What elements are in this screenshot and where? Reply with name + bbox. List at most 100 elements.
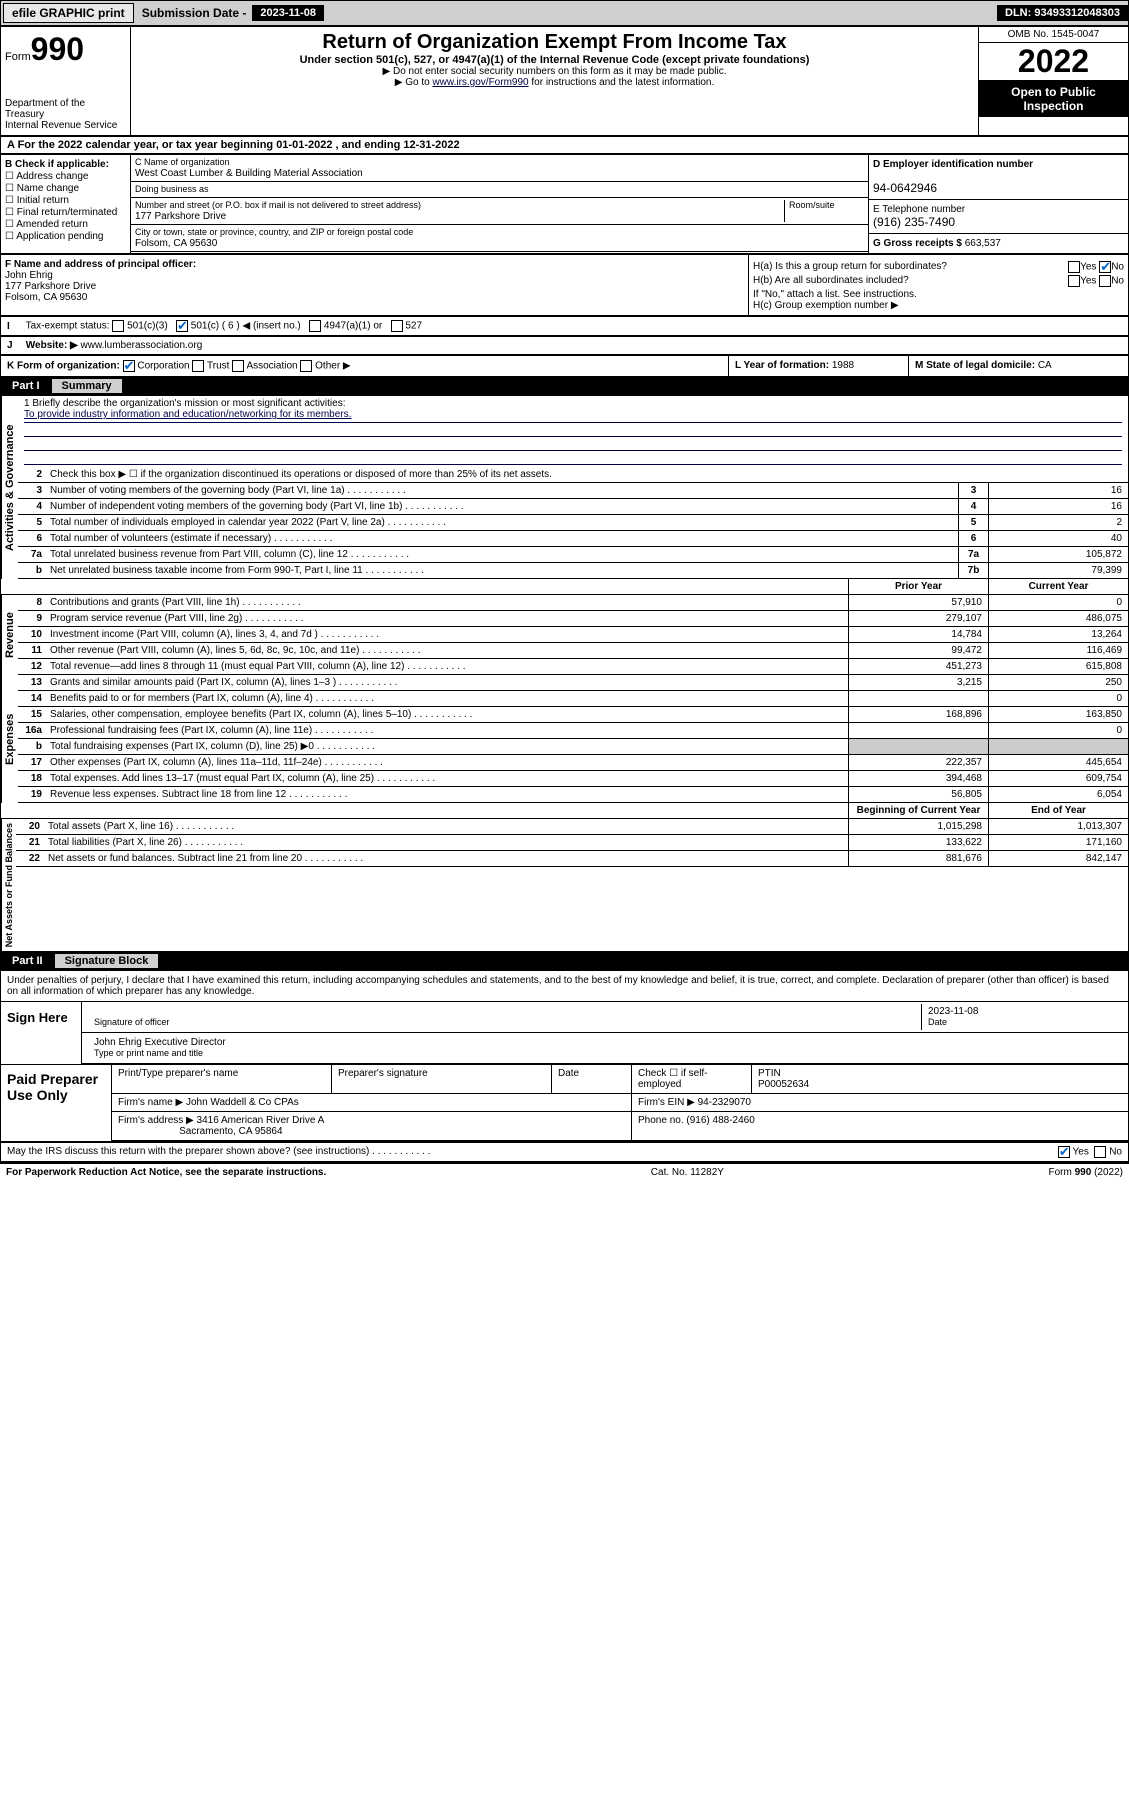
- may-yes[interactable]: [1058, 1146, 1070, 1158]
- part-1-title: Summary: [52, 379, 122, 393]
- ptin-label: PTIN: [758, 1068, 781, 1079]
- chk-501c3[interactable]: [112, 320, 124, 332]
- chk-4947[interactable]: [309, 320, 321, 332]
- section-h: H(a) Is this a group return for subordin…: [748, 255, 1128, 315]
- section-f: F Name and address of principal officer:…: [1, 255, 748, 315]
- chk-pending[interactable]: ☐ Application pending: [5, 231, 126, 242]
- table-row: 8Contributions and grants (Part VIII, li…: [18, 595, 1128, 611]
- chk-address[interactable]: ☐ Address change: [5, 171, 126, 182]
- may-no[interactable]: [1094, 1146, 1106, 1158]
- row-a-tax-year: A For the 2022 calendar year, or tax yea…: [0, 136, 1129, 154]
- firm-ein-label: Firm's EIN ▶: [638, 1097, 695, 1108]
- paid-preparer-label: Paid Preparer Use Only: [1, 1065, 111, 1141]
- form-subtitle: Under section 501(c), 527, or 4947(a)(1)…: [135, 54, 974, 66]
- irs-link[interactable]: www.irs.gov/Form990: [432, 77, 528, 88]
- may-irs-discuss: May the IRS discuss this return with the…: [0, 1142, 1129, 1162]
- ha-label: H(a) Is this a group return for subordin…: [753, 261, 947, 273]
- sidebar-net: Net Assets or Fund Balances: [1, 819, 16, 951]
- year-formation-label: L Year of formation:: [735, 360, 829, 371]
- table-row: 17Other expenses (Part IX, column (A), l…: [18, 755, 1128, 771]
- chk-name[interactable]: ☐ Name change: [5, 183, 126, 194]
- ha-yes[interactable]: [1068, 261, 1080, 273]
- sidebar-governance: Activities & Governance: [1, 396, 18, 579]
- phone-value: (916) 488-2460: [686, 1115, 754, 1126]
- tax-year: 2022: [979, 43, 1128, 81]
- row-k: K Form of organization: Corporation Trus…: [0, 355, 1129, 377]
- form-number: Form990: [5, 31, 126, 68]
- goto-note: ▶ Go to www.irs.gov/Form990 for instruct…: [135, 77, 974, 88]
- part-2-title: Signature Block: [55, 954, 159, 968]
- mission-line3: [24, 437, 1122, 451]
- chk-assoc[interactable]: [232, 360, 244, 372]
- mission-line4: [24, 451, 1122, 465]
- gross-value: 663,537: [965, 238, 1001, 249]
- chk-initial[interactable]: ☐ Initial return: [5, 195, 126, 206]
- table-row: 4Number of independent voting members of…: [18, 499, 1128, 515]
- footer: For Paperwork Reduction Act Notice, see …: [0, 1162, 1129, 1181]
- officer-name-title: John Ehrig Executive Director: [94, 1037, 226, 1048]
- table-row: 19Revenue less expenses. Subtract line 1…: [18, 787, 1128, 803]
- officer-label: F Name and address of principal officer:: [5, 259, 196, 270]
- ha-no[interactable]: [1099, 261, 1111, 273]
- preparer-name-label: Print/Type preparer's name: [112, 1065, 332, 1093]
- table-row: 12Total revenue—add lines 8 through 11 (…: [18, 659, 1128, 675]
- city-label: City or town, state or province, country…: [135, 227, 413, 237]
- hb-no[interactable]: [1099, 275, 1111, 287]
- dept-irs: Internal Revenue Service: [5, 120, 126, 131]
- table-row: bNet unrelated business taxable income f…: [18, 563, 1128, 579]
- firm-name-label: Firm's name ▶: [118, 1097, 183, 1108]
- city-value: Folsom, CA 95630: [135, 238, 217, 249]
- phone-label: Phone no.: [638, 1115, 684, 1126]
- firm-addr2: Sacramento, CA 95864: [179, 1126, 282, 1137]
- section-fh: F Name and address of principal officer:…: [0, 254, 1129, 316]
- chk-trust[interactable]: [192, 360, 204, 372]
- section-b: B Check if applicable: ☐ Address change …: [1, 155, 131, 253]
- form-org-label: K Form of organization:: [7, 361, 120, 372]
- dept-treasury: Department of the Treasury: [5, 98, 126, 120]
- preparer-sig-label: Preparer's signature: [332, 1065, 552, 1093]
- chk-final[interactable]: ☐ Final return/terminated: [5, 207, 126, 218]
- website-value: www.lumberassociation.org: [81, 340, 203, 351]
- mission-answer: To provide industry information and educ…: [24, 409, 1122, 423]
- name-title-label: Type or print name and title: [94, 1048, 203, 1058]
- efile-button[interactable]: efile GRAPHIC print: [3, 3, 134, 23]
- part-2-header: Part II Signature Block: [0, 952, 1129, 970]
- section-d: D Employer identification number94-06429…: [868, 155, 1128, 253]
- mission-question: 1 Briefly describe the organization's mi…: [24, 398, 1122, 409]
- dba-label: Doing business as: [135, 184, 209, 194]
- hb-note: If "No," attach a list. See instructions…: [753, 289, 1124, 300]
- summary-block: Activities & Governance 1 Briefly descri…: [0, 395, 1129, 952]
- table-row: 20Total assets (Part X, line 16)1,015,29…: [16, 819, 1128, 835]
- chk-other[interactable]: [300, 360, 312, 372]
- table-row: 7aTotal unrelated business revenue from …: [18, 547, 1128, 563]
- firm-addr1: 3416 American River Drive A: [197, 1115, 325, 1126]
- chk-amended[interactable]: ☐ Amended return: [5, 219, 126, 230]
- footer-left: For Paperwork Reduction Act Notice, see …: [6, 1167, 326, 1178]
- row-i: I Tax-exempt status: 501(c)(3) 501(c) ( …: [0, 316, 1129, 336]
- table-row: 21Total liabilities (Part X, line 26)133…: [16, 835, 1128, 851]
- chk-corp[interactable]: [123, 360, 135, 372]
- row-j: J Website: ▶ www.lumberassociation.org: [0, 336, 1129, 355]
- ssn-note: ▶ Do not enter social security numbers o…: [135, 66, 974, 77]
- hb-yes[interactable]: [1068, 275, 1080, 287]
- col-headers-2: Beginning of Current Year End of Year: [1, 803, 1128, 819]
- org-name: West Coast Lumber & Building Material As…: [135, 168, 363, 179]
- officer-addr2: Folsom, CA 95630: [5, 292, 87, 303]
- current-year-header: Current Year: [988, 579, 1128, 594]
- tax-status-label: Tax-exempt status:: [26, 321, 110, 332]
- table-row: 3Number of voting members of the governi…: [18, 483, 1128, 499]
- footer-mid: Cat. No. 11282Y: [651, 1167, 724, 1178]
- submission-date: 2023-11-08: [252, 5, 324, 21]
- section-c: C Name of organizationWest Coast Lumber …: [131, 155, 868, 253]
- mission-line2: [24, 423, 1122, 437]
- table-row: bTotal fundraising expenses (Part IX, co…: [18, 739, 1128, 755]
- footer-right: Form 990 (2022): [1049, 1167, 1123, 1178]
- topbar: efile GRAPHIC print Submission Date - 20…: [0, 0, 1129, 26]
- sign-here-label: Sign Here: [1, 1002, 81, 1064]
- chk-527[interactable]: [391, 320, 403, 332]
- dln-label: DLN: 93493312048303: [997, 5, 1128, 21]
- goto-post: for instructions and the latest informat…: [529, 77, 715, 88]
- goto-pre: ▶ Go to: [395, 77, 433, 88]
- chk-501c[interactable]: [176, 320, 188, 332]
- sig-date: 2023-11-08: [928, 1006, 978, 1017]
